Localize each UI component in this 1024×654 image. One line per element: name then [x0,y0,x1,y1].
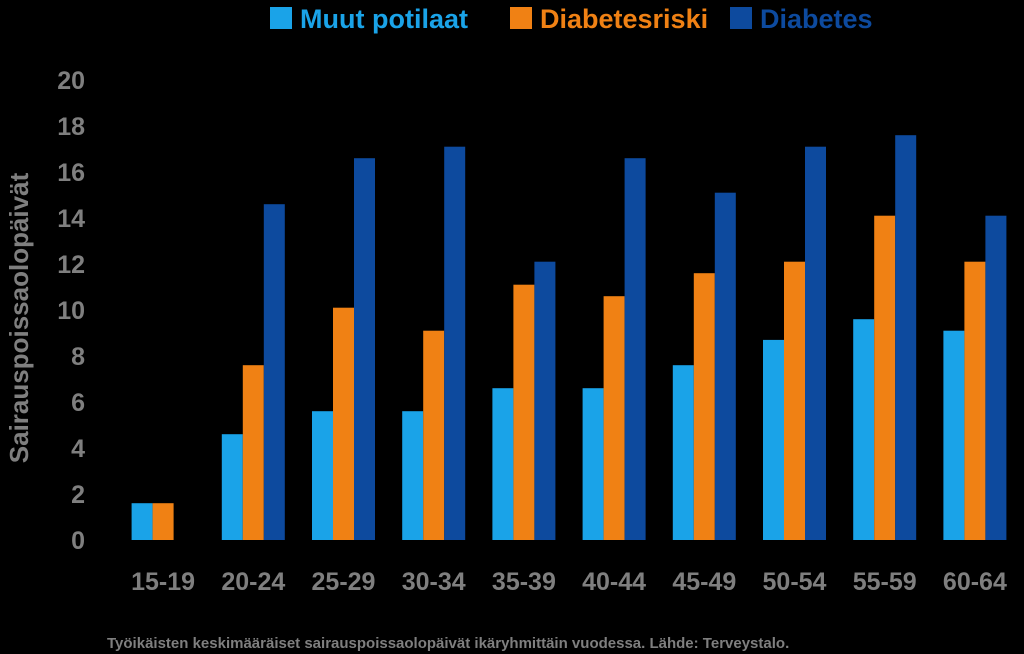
y-tick-label: 16 [57,159,85,187]
y-tick-label: 12 [57,251,85,279]
bar [784,261,805,540]
y-tick-label: 10 [57,297,85,325]
y-tick-label: 20 [57,67,85,95]
bar [312,411,333,540]
bar [895,135,917,540]
x-tick-label: 45-49 [672,568,736,596]
x-axis-ticks: 15-19 20-24 25-29 30-34 35-39 40-44 45-49 50-54… [131,568,1007,596]
y-tick-label: 6 [71,389,85,417]
bar [354,158,375,540]
bar [874,215,896,540]
y-axis-ticks: 0 2 4 6 8 10 12 14 16 18 20 [57,67,85,555]
legend-swatch [270,7,292,29]
x-tick-label: 20-24 [221,568,285,596]
bar [423,330,445,540]
bar [714,192,736,540]
y-tick-label: 4 [71,435,85,463]
y-tick-label: 18 [57,113,85,141]
x-tick-label: 50-54 [763,568,827,596]
bar [943,330,965,540]
x-tick-label: 60-64 [943,568,1007,596]
bar [805,146,826,540]
bar [763,339,784,540]
caption: Työikäisten keskimääräiset sairauspoissa… [107,635,789,652]
bar [534,261,556,540]
bar [693,273,715,540]
bar [152,503,174,540]
x-tick-label: 25-29 [312,568,376,596]
legend-swatch [730,7,752,29]
bar [603,296,625,540]
bar [221,434,243,540]
bar [624,158,646,540]
bar [672,365,694,540]
x-tick-label: 40-44 [582,568,646,596]
x-tick-label: 35-39 [492,568,556,596]
bar [263,204,285,540]
y-tick-label: 0 [71,527,85,555]
bar [333,307,354,540]
bar [444,146,466,540]
x-tick-label: 15-19 [131,568,195,596]
bar [985,215,1007,540]
bar [513,284,535,540]
legend-label: Diabetesriski [540,4,708,34]
x-tick-label: 55-59 [853,568,917,596]
bar [492,388,514,540]
y-axis-title: Sairauspoissaolopäivät [4,172,34,463]
bar [964,261,986,540]
y-tick-label: 8 [71,343,85,371]
bars [131,135,1007,540]
bar [242,365,264,540]
y-tick-label: 2 [71,481,85,509]
bar [402,411,424,540]
bar [853,319,875,540]
bar [582,388,604,540]
legend: Muut potilaat Diabetesriski Diabetes [270,4,873,34]
legend-swatch [510,7,532,29]
x-tick-label: 30-34 [402,568,466,596]
bar [131,503,153,540]
legend-label: Muut potilaat [300,4,468,34]
y-tick-label: 14 [57,205,85,233]
legend-label: Diabetes [760,4,873,34]
